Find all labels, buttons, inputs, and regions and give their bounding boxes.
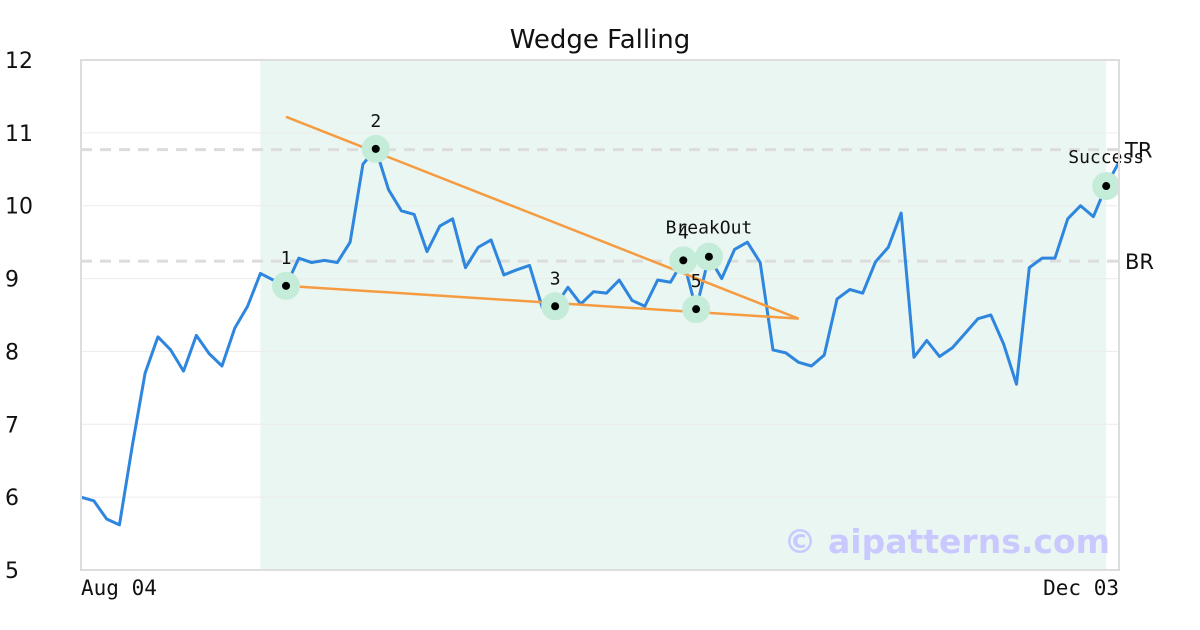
pattern-region — [260, 60, 1107, 570]
x-tick-label: Aug 04 — [81, 576, 157, 600]
watermark: © aipatterns.com — [784, 522, 1110, 561]
price-series — [80, 147, 1121, 527]
reference-line-label: TR — [1124, 139, 1152, 163]
reference-lines: TR BR — [81, 139, 1154, 274]
price-line — [80, 147, 1121, 527]
event-label: Success — [1068, 147, 1144, 168]
event-label: BreakOut — [666, 218, 753, 239]
x-axis: Aug 04 Dec 03 — [81, 576, 1119, 600]
pivot-label: 4 — [678, 222, 689, 243]
y-tick-label: 10 — [5, 195, 33, 220]
pivot-markers: 1 2 3 4 5 BreakOut Success — [272, 111, 1144, 324]
chart-title: Wedge Falling — [510, 25, 691, 55]
y-tick-label: 7 — [5, 413, 19, 438]
marker-dot — [704, 252, 713, 261]
y-tick-label: 9 — [5, 268, 19, 293]
y-tick-label: 6 — [5, 486, 19, 511]
y-tick-label: 8 — [5, 340, 19, 365]
pivot-label: 3 — [550, 268, 561, 289]
x-tick-label: Dec 03 — [1043, 576, 1119, 600]
reference-line-label: BR — [1125, 250, 1154, 274]
y-axis: 5 6 7 8 9 10 11 12 — [5, 49, 33, 584]
y-tick-label: 11 — [5, 122, 33, 147]
gridlines — [81, 132, 1119, 498]
y-tick-label: 5 — [5, 559, 19, 584]
marker-dot — [551, 302, 560, 311]
marker-dot — [692, 305, 701, 314]
pivot-label: 5 — [691, 271, 702, 292]
pivot-label: 1 — [281, 248, 292, 269]
marker-dot — [1102, 182, 1111, 191]
pivot-label: 2 — [370, 111, 381, 132]
marker-dot — [371, 144, 380, 153]
y-tick-label: 12 — [5, 49, 33, 74]
plot-frame — [80, 59, 1120, 571]
marker-dot — [679, 256, 688, 265]
marker-dot — [282, 281, 291, 290]
